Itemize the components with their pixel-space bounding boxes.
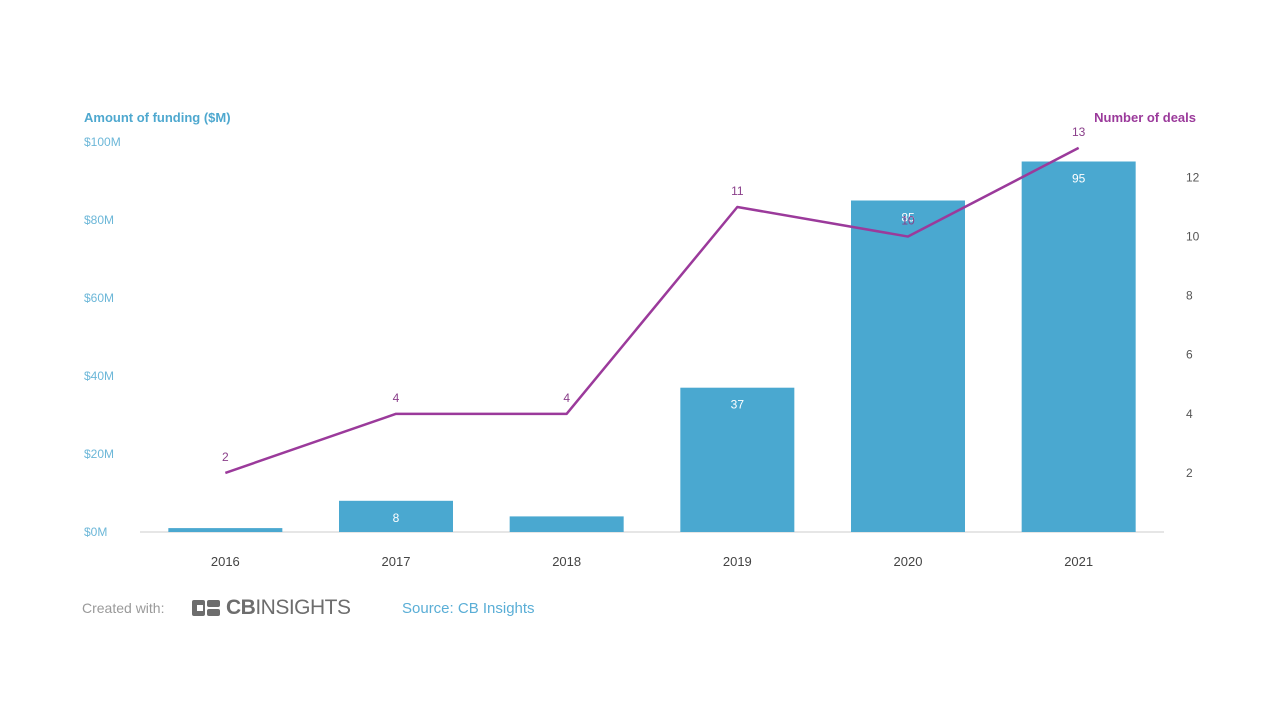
line-value-label: 4	[563, 391, 570, 405]
x-tick-label: 2019	[723, 554, 752, 569]
cb-insights-logo: CBINSIGHTS	[192, 596, 351, 620]
left-tick-label: $100M	[84, 135, 121, 149]
line-value-label: 11	[731, 184, 744, 198]
deals-series-line	[224, 146, 1080, 475]
left-tick-label: $60M	[84, 291, 114, 305]
bar-value-label: 85	[901, 211, 915, 225]
funding-bar	[168, 528, 283, 532]
right-tick-label: 6	[1186, 348, 1193, 362]
x-tick-label: 2018	[552, 554, 581, 569]
funding-bar	[851, 200, 965, 532]
left-tick-label: $20M	[84, 447, 114, 461]
left-axis-title: Amount of funding ($M)	[84, 110, 231, 125]
right-tick-label: 2	[1186, 466, 1193, 480]
left-tick-label: $40M	[84, 369, 114, 383]
bar-value-label: 95	[1072, 172, 1086, 186]
right-tick-label: 12	[1186, 170, 1200, 184]
x-tick-label: 2017	[382, 554, 411, 569]
left-tick-label: $0M	[84, 525, 107, 539]
bar-value-label: 37	[731, 398, 745, 412]
line-value-label: 10	[901, 214, 915, 228]
right-tick-label: 4	[1186, 407, 1193, 421]
line-value-label: 13	[1072, 125, 1086, 139]
funding-bar	[1021, 161, 1136, 532]
left-tick-label: $80M	[84, 213, 114, 227]
x-tick-label: 2021	[1064, 554, 1093, 569]
source-label: Source: CB Insights	[402, 599, 535, 617]
logo-text-bold: CB	[226, 596, 256, 619]
created-with-label: Created with:	[82, 600, 165, 616]
cb-insights-logo-icon	[192, 600, 220, 616]
right-tick-label: 8	[1186, 289, 1193, 303]
logo-text-rest: INSIGHTS	[255, 596, 351, 619]
funding-bar	[339, 500, 453, 532]
funding-bar	[509, 516, 624, 532]
x-tick-label: 2016	[211, 554, 240, 569]
right-tick-label: 10	[1186, 230, 1200, 244]
bar-value-label: 8	[393, 511, 400, 525]
right-axis-title: Number of deals	[1094, 110, 1196, 125]
x-tick-label: 2020	[894, 554, 923, 569]
line-value-label: 4	[393, 391, 400, 405]
line-value-label: 2	[222, 450, 229, 464]
funding-bar	[680, 387, 795, 532]
